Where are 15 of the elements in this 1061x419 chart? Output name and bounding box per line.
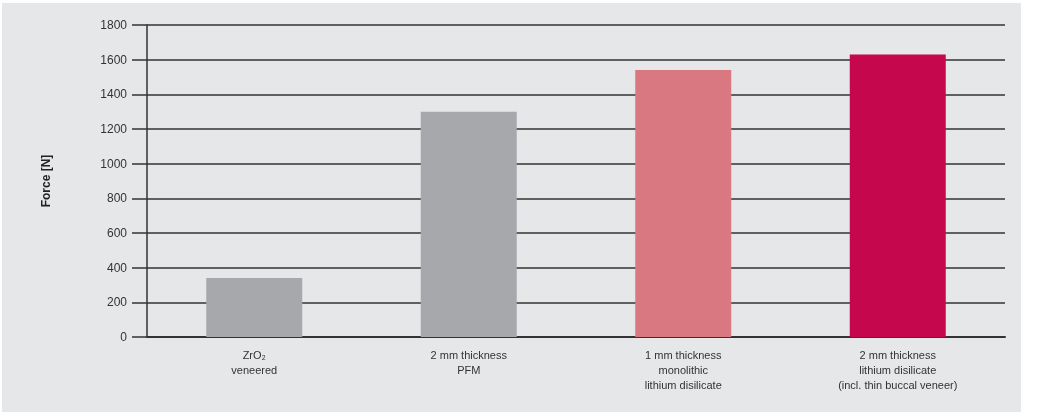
x-tick-label: 2 mm thickness lithium disilicate (incl. thin buccal veneer) [838,348,958,391]
y-tick-label: 1800 [100,18,128,32]
y-tick-label: 800 [106,191,128,206]
y-tick-label: 200 [106,295,128,310]
x-tick-label: ZrO₂ veneered [231,348,278,376]
y-axis-title: Force [N] [39,154,53,208]
y-tick-label: 1000 [100,156,128,171]
y-tick-label: 1600 [100,52,128,67]
y-tick-label: 600 [106,226,128,240]
y-tick-label: 0 [120,330,128,344]
y-tick-label: 1200 [100,122,128,136]
y-tick-label: 1400 [100,87,128,102]
x-tick-label: 2 mm thickness PFM [430,348,508,376]
y-tick-label: 400 [106,260,128,275]
x-tick-label: 1 mm thickness monolithic lithium disilicate [644,348,722,391]
